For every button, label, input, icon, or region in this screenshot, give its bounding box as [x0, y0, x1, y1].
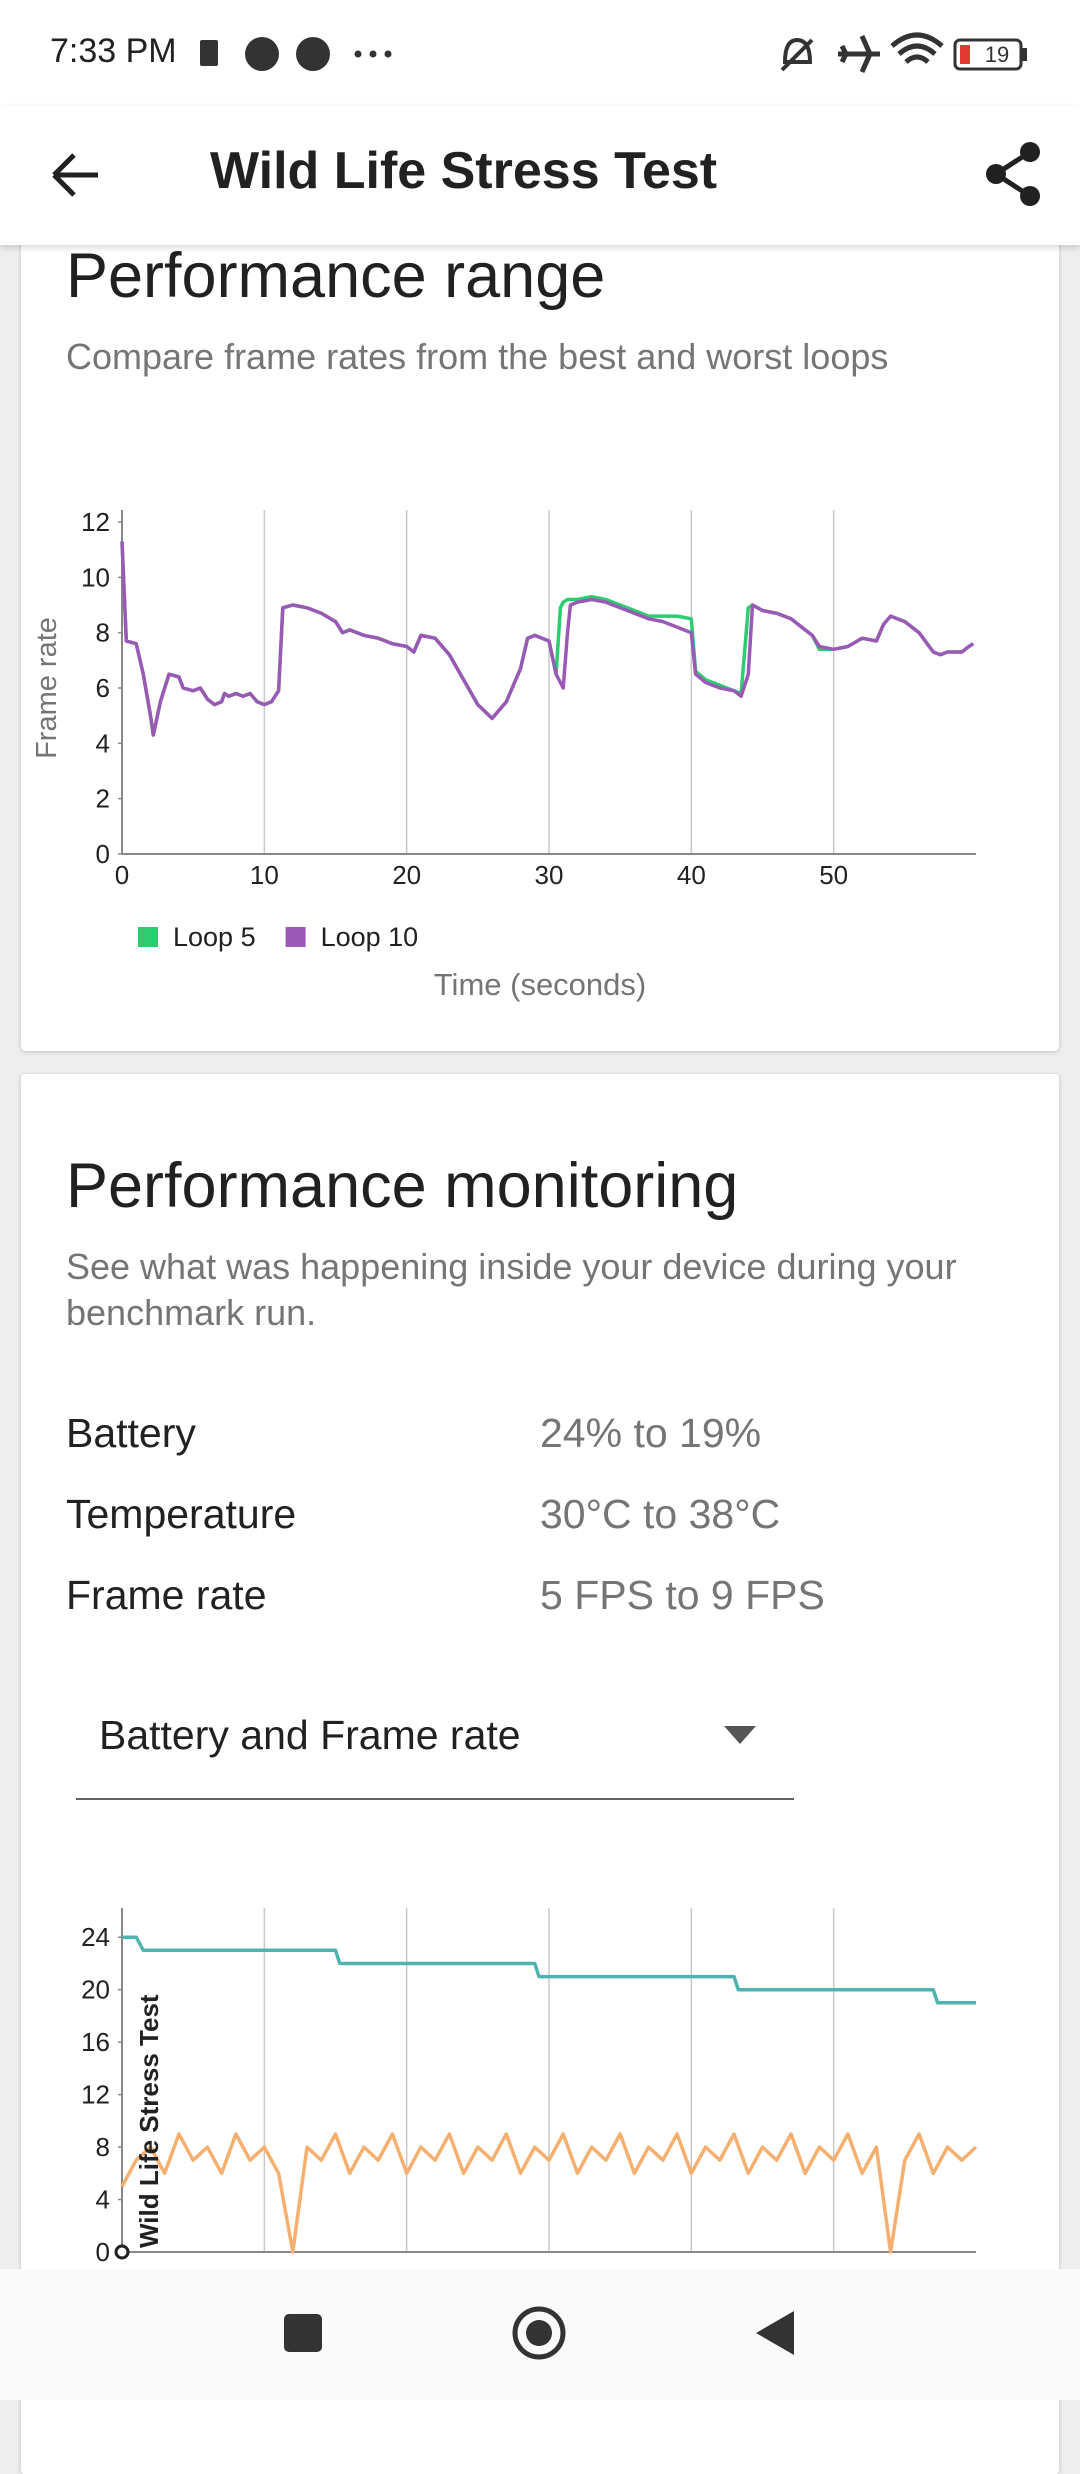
- series-line: [120, 2132, 978, 2254]
- chart-annotation: Wild Life Stress Test: [134, 1994, 164, 2248]
- nav-buttons: [284, 2306, 794, 2360]
- y-axis-label: Frame rate: [31, 617, 63, 759]
- y-tick-label: 0: [96, 839, 110, 869]
- notification-icon: [296, 37, 330, 71]
- back-button[interactable]: [40, 145, 110, 205]
- y-tick-label: 4: [96, 728, 110, 758]
- status-bar: 7:33 PM 19: [0, 0, 1080, 105]
- y-tick-label: 20: [81, 1975, 110, 2005]
- navigation-bar: [0, 2269, 1080, 2400]
- performance-range-card: [21, 200, 1059, 1051]
- series-line: [120, 541, 975, 737]
- performance-monitoring-card: [21, 1074, 1059, 2474]
- notification-icon: [245, 37, 279, 71]
- x-axis-label: Time (seconds): [434, 967, 646, 1002]
- card-heading: Performance range: [66, 241, 606, 311]
- card-heading: Performance monitoring: [66, 1151, 739, 1221]
- card-subtitle: Compare frame rates from the best and wo…: [66, 336, 889, 377]
- series-line: [120, 541, 975, 737]
- y-tick-label: 2: [96, 784, 110, 814]
- x-tick-label: 50: [819, 860, 848, 890]
- legend-swatch: [285, 927, 306, 947]
- more-dot: [384, 50, 392, 58]
- dropdown-label[interactable]: Battery and Frame rate: [99, 1712, 521, 1758]
- stat-label: Battery: [66, 1410, 196, 1456]
- card-subtitle: See what was happening inside your devic…: [66, 1246, 957, 1333]
- stat-value: 30°C to 38°C: [540, 1491, 781, 1537]
- status-icons: 19: [200, 32, 1027, 74]
- y-tick-label: 16: [81, 2027, 110, 2057]
- y-tick-label: 8: [96, 2132, 110, 2162]
- series-line: [122, 1935, 976, 2005]
- x-tick-label: 40: [677, 860, 706, 890]
- stat-value: 24% to 19%: [540, 1410, 762, 1456]
- y-tick-label: 0: [96, 2237, 110, 2267]
- dropdown-underline: [76, 1798, 794, 1800]
- notification-icon: [200, 40, 218, 66]
- airplane-icon: [838, 34, 880, 74]
- share-button[interactable]: [980, 140, 1050, 210]
- battery-percent: 19: [985, 42, 1009, 67]
- wifi-icon: [890, 32, 944, 64]
- battery-level: [960, 45, 970, 64]
- stat-label: Frame rate: [66, 1572, 267, 1618]
- legend-label: Loop 5: [173, 922, 256, 952]
- more-dot: [369, 50, 377, 58]
- y-tick-label: 24: [81, 1922, 110, 1952]
- x-tick-label: 0: [115, 860, 129, 890]
- home-button-dot: [526, 2320, 552, 2346]
- legend-swatch: [138, 927, 158, 947]
- dropdown-arrow[interactable]: [720, 1720, 760, 1750]
- y-tick-label: 8: [96, 618, 110, 648]
- clock: 7:33 PM: [50, 32, 177, 70]
- legend-label: Loop 10: [321, 922, 419, 952]
- x-tick-label: 30: [535, 860, 564, 890]
- more-dot: [354, 50, 362, 58]
- app-bar: Wild Life Stress Test: [0, 105, 1080, 245]
- back-nav-button[interactable]: [756, 2311, 794, 2355]
- battery-icon: [953, 38, 1023, 71]
- battery-tip: [1022, 48, 1027, 61]
- app-title: Wild Life Stress Test: [210, 142, 718, 200]
- stat-value: 5 FPS to 9 FPS: [540, 1572, 825, 1618]
- y-tick-label: 12: [81, 2080, 110, 2110]
- mute-icon: [780, 37, 814, 72]
- home-button[interactable]: [512, 2306, 566, 2360]
- y-tick-label: 10: [81, 562, 110, 592]
- stat-label: Temperature: [66, 1491, 297, 1537]
- y-tick-label: 6: [96, 673, 110, 703]
- y-tick-label: 4: [96, 2185, 110, 2215]
- y-tick-label: 12: [81, 507, 110, 537]
- origin-marker: [114, 2244, 130, 2260]
- x-tick-label: 20: [392, 860, 421, 890]
- recents-button[interactable]: [284, 2314, 322, 2352]
- x-tick-label: 10: [250, 860, 279, 890]
